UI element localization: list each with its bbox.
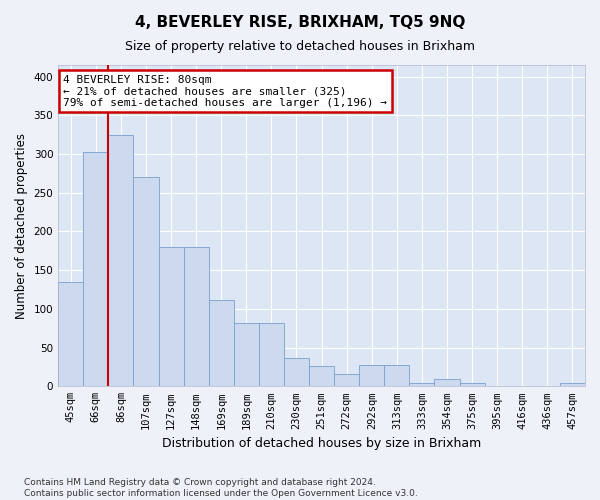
Y-axis label: Number of detached properties: Number of detached properties: [15, 132, 28, 318]
Bar: [460, 383, 485, 386]
Bar: [334, 374, 359, 386]
Bar: [109, 134, 133, 386]
Bar: [560, 383, 585, 386]
Bar: [133, 178, 158, 386]
Bar: [385, 364, 409, 386]
Bar: [209, 300, 234, 386]
Bar: [83, 152, 109, 386]
Text: 4, BEVERLEY RISE, BRIXHAM, TQ5 9NQ: 4, BEVERLEY RISE, BRIXHAM, TQ5 9NQ: [135, 15, 465, 30]
Bar: [58, 282, 83, 387]
Text: Contains HM Land Registry data © Crown copyright and database right 2024.
Contai: Contains HM Land Registry data © Crown c…: [24, 478, 418, 498]
Bar: [434, 378, 460, 386]
Bar: [284, 358, 309, 386]
Bar: [359, 364, 385, 386]
Bar: [234, 323, 259, 386]
Bar: [259, 323, 284, 386]
Bar: [158, 247, 184, 386]
Text: Size of property relative to detached houses in Brixham: Size of property relative to detached ho…: [125, 40, 475, 53]
Bar: [309, 366, 334, 386]
Bar: [409, 383, 434, 386]
Bar: [184, 247, 209, 386]
X-axis label: Distribution of detached houses by size in Brixham: Distribution of detached houses by size …: [162, 437, 481, 450]
Text: 4 BEVERLEY RISE: 80sqm
← 21% of detached houses are smaller (325)
79% of semi-de: 4 BEVERLEY RISE: 80sqm ← 21% of detached…: [64, 74, 388, 108]
